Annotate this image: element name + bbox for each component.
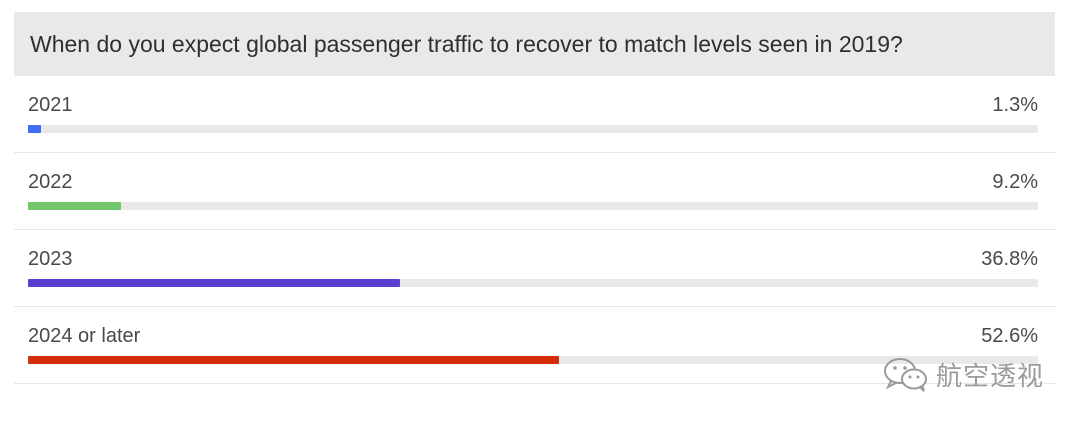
poll-option-row: 2023 36.8%: [14, 230, 1055, 307]
bar: [28, 279, 400, 287]
poll-option-row: 2022 9.2%: [14, 153, 1055, 230]
category-label: 2024 or later: [28, 325, 141, 347]
value-label: 52.6%: [981, 325, 1038, 347]
category-label: 2021: [28, 94, 73, 116]
bar-track: [28, 125, 1038, 133]
poll-option-row: 2021 1.3%: [14, 76, 1055, 153]
bar-track: [28, 356, 1038, 364]
value-label: 1.3%: [992, 94, 1038, 116]
bar: [28, 125, 42, 133]
bar: [28, 202, 121, 210]
watermark: 航空透视: [882, 354, 1044, 394]
poll-question: When do you expect global passenger traf…: [30, 30, 903, 57]
bar-track: [28, 279, 1038, 287]
bar: [28, 356, 560, 364]
value-label: 9.2%: [992, 171, 1038, 193]
wechat-icon: [884, 358, 927, 392]
poll-card: When do you expect global passenger traf…: [14, 12, 1055, 384]
poll-option-row: 2024 or later 52.6%: [14, 307, 1055, 384]
value-label: 36.8%: [981, 248, 1038, 270]
poll-header: When do you expect global passenger traf…: [14, 12, 1055, 76]
bar-track: [28, 202, 1038, 210]
category-label: 2023: [28, 248, 73, 270]
category-label: 2022: [28, 171, 73, 193]
poll-options: 2021 1.3% 2022 9.2% 2023 36.8% 2024 or later 52…: [14, 76, 1055, 384]
watermark-text: 航空透视: [936, 360, 1045, 391]
